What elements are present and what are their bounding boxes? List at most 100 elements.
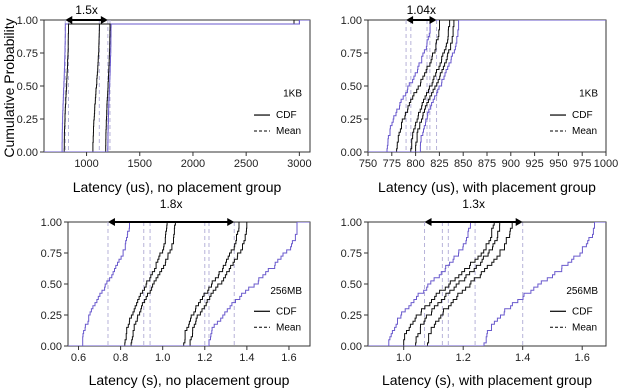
plot-area xyxy=(44,20,310,152)
plot-frame xyxy=(367,221,607,347)
x-tick-label: 800 xyxy=(406,158,424,170)
plot-frame xyxy=(367,19,607,153)
cdf-series-line xyxy=(368,20,606,152)
size-label: 1KB xyxy=(283,89,302,100)
y-tick-label: 0.00 xyxy=(17,147,38,159)
chart-panel-4: 0.00 0.25 0.50 0.75 1.00 1.0 1.2 1.4 1.6 Latency … xyxy=(341,197,607,388)
legend-cdf-label: CDF xyxy=(572,306,593,317)
cdf-series-line xyxy=(368,222,606,346)
x-tick-label: 1000 xyxy=(74,158,98,170)
y-axis-label: Cumulative Probability xyxy=(1,18,17,157)
cdf-series-line xyxy=(368,20,606,152)
cdf-series-line xyxy=(68,222,310,346)
y-tick-label: 0.75 xyxy=(17,48,38,60)
y-tick-label: 0.50 xyxy=(341,279,362,291)
x-axis-label: Latency (us), no placement group xyxy=(73,179,282,195)
x-tick-label: 750 xyxy=(359,158,377,170)
legend: CDF Mean xyxy=(550,110,597,137)
x-tick-label: 925 xyxy=(525,158,543,170)
legend-cdf-label: CDF xyxy=(276,306,297,317)
cdf-series-line xyxy=(68,222,310,346)
size-label: 1KB xyxy=(579,89,598,100)
x-tick-label: 1.2 xyxy=(456,352,471,364)
x-tick-label: 950 xyxy=(549,158,567,170)
y-tick-label: 0.00 xyxy=(341,147,362,159)
x-tick-label: 900 xyxy=(502,158,520,170)
legend-mean-label: Mean xyxy=(572,322,597,333)
size-label: 256MB xyxy=(566,286,598,297)
legend-cdf-label: CDF xyxy=(572,110,593,121)
legend: CDF Mean xyxy=(550,306,597,333)
cdf-series-line xyxy=(44,20,310,152)
cdf-series-line xyxy=(68,222,310,346)
y-tick-label: 0.75 xyxy=(341,248,362,260)
x-tick-label: 0.6 xyxy=(71,352,86,364)
plot-area xyxy=(368,20,606,152)
chart-panel-2: 0.00 0.25 0.50 0.75 1.00 750 775 800 825 850 875 90… xyxy=(341,3,619,195)
x-tick-label: 775 xyxy=(383,158,401,170)
speedup-arrow xyxy=(65,16,108,24)
x-tick-label: 2000 xyxy=(181,158,205,170)
y-tick-label: 0.75 xyxy=(341,48,362,60)
y-tick-label: 1.00 xyxy=(341,217,362,229)
y-tick-label: 0.50 xyxy=(41,279,62,291)
size-label: 256MB xyxy=(270,286,302,297)
x-tick-label: 1.2 xyxy=(197,352,212,364)
y-tick-label: 1.00 xyxy=(341,15,362,27)
legend-mean-label: Mean xyxy=(276,126,301,137)
cdf-series-line xyxy=(368,222,606,346)
cdf-series-line xyxy=(44,20,310,152)
x-axis-label: Latency (s), no placement group xyxy=(89,372,290,388)
cdf-series-line xyxy=(68,222,310,346)
cdf-series-line xyxy=(368,20,606,152)
cdf-series-line xyxy=(368,20,606,152)
cdf-series-line xyxy=(368,20,606,152)
plot-area xyxy=(368,222,606,346)
chart-panel-1: 0.00 0.25 0.50 0.75 1.00 1000 1500 2000 2500 3000… xyxy=(17,3,312,195)
cdf-series-line xyxy=(44,20,310,152)
legend: CDF Mean xyxy=(254,110,301,137)
cdf-series-line xyxy=(44,20,310,152)
speedup-label: 1.3x xyxy=(462,197,485,211)
legend: CDF Mean xyxy=(254,306,301,333)
speedup-label: 1.5x xyxy=(75,3,98,17)
y-tick-label: 1.00 xyxy=(41,217,62,229)
speedup-arrow xyxy=(107,218,235,226)
y-tick-label: 0.00 xyxy=(341,341,362,353)
plot-area xyxy=(68,222,310,346)
x-axis-label: Latency (s), with placement group xyxy=(382,372,592,388)
speedup-arrow xyxy=(406,16,437,24)
cdf-series-line xyxy=(68,222,310,346)
x-tick-label: 2500 xyxy=(234,158,258,170)
x-tick-label: 0.8 xyxy=(113,352,128,364)
x-tick-label: 1.4 xyxy=(239,352,254,364)
x-tick-label: 875 xyxy=(478,158,496,170)
y-tick-label: 0.75 xyxy=(41,248,62,260)
speedup-label: 1.8x xyxy=(160,197,183,211)
y-tick-label: 0.50 xyxy=(17,81,38,93)
x-tick-label: 850 xyxy=(454,158,472,170)
x-tick-label: 1.4 xyxy=(515,352,530,364)
y-tick-label: 0.25 xyxy=(341,310,362,322)
y-tick-label: 0.50 xyxy=(341,81,362,93)
cdf-series-line xyxy=(368,222,606,346)
y-tick-label: 0.00 xyxy=(41,341,62,353)
speedup-arrow xyxy=(424,218,523,226)
y-tick-label: 0.25 xyxy=(341,114,362,126)
plot-frame xyxy=(43,19,311,153)
x-axis-label: Latency (us), with placement group xyxy=(378,179,596,195)
x-tick-label: 975 xyxy=(573,158,591,170)
x-tick-label: 1.0 xyxy=(155,352,170,364)
x-tick-label: 1.6 xyxy=(575,352,590,364)
x-tick-label: 825 xyxy=(430,158,448,170)
speedup-label: 1.04x xyxy=(407,3,436,17)
x-tick-label: 3000 xyxy=(287,158,311,170)
legend-mean-label: Mean xyxy=(276,322,301,333)
x-tick-label: 1500 xyxy=(128,158,152,170)
chart-panel-3: 0.00 0.25 0.50 0.75 1.00 0.6 0.8 1.0 1.2 1.4 1.6 La… xyxy=(41,197,311,388)
cdf-series-line xyxy=(368,222,606,346)
legend-cdf-label: CDF xyxy=(276,110,297,121)
cdf-series-line xyxy=(68,222,310,346)
x-tick-label: 1.6 xyxy=(281,352,296,364)
